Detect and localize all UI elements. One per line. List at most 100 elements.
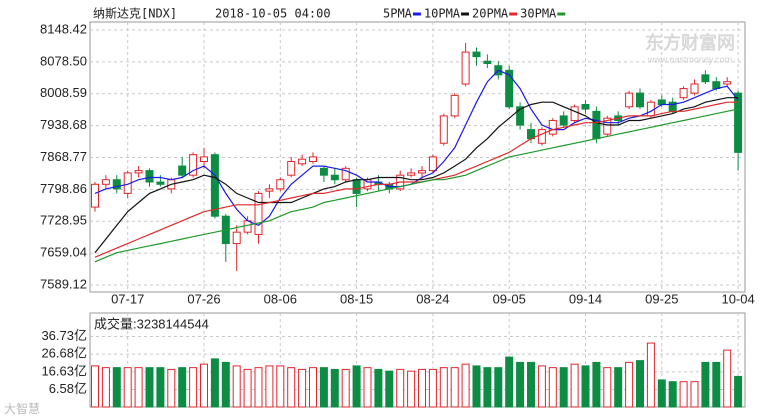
volume-bar	[548, 367, 557, 408]
y-tick-label: 8078.50	[40, 53, 87, 68]
candle-body	[265, 188, 274, 192]
x-tick-label: 07-26	[187, 291, 220, 306]
candle-body	[134, 170, 143, 174]
volume-bar	[559, 367, 568, 408]
candle-body	[319, 167, 328, 176]
y-tick-label: 7659.04	[40, 245, 87, 260]
candle-body	[232, 231, 241, 245]
candle-body	[516, 106, 525, 126]
volume-bar	[668, 381, 677, 408]
volume-bar	[232, 365, 241, 408]
candle-body	[407, 172, 416, 176]
volume-bar	[210, 358, 219, 408]
candle-body	[243, 220, 252, 233]
candle-body	[200, 156, 208, 162]
volume-bar	[472, 365, 481, 408]
candle-body	[352, 179, 361, 194]
candle-body	[636, 92, 644, 108]
volume-bar	[516, 361, 525, 408]
candle-body	[472, 51, 481, 58]
chart-subtitle: 2018-10-05 04:00	[215, 7, 331, 21]
volume-bar	[570, 363, 579, 408]
candle-body	[439, 115, 448, 144]
candle-body	[91, 183, 99, 208]
candle-body	[298, 158, 307, 165]
ma-line	[94, 69, 739, 226]
candle-body	[254, 192, 263, 235]
x-tick-label: 09-14	[569, 291, 602, 306]
ma-line	[94, 108, 739, 263]
x-tick-label: 10-04	[721, 291, 754, 306]
volume-bar	[341, 368, 350, 408]
volume-bar	[101, 367, 110, 408]
y-tick-label: 16.63亿	[41, 363, 87, 378]
volume-bar	[276, 365, 285, 408]
y-tick-label: 7589.12	[40, 276, 87, 291]
candle-body	[330, 174, 339, 181]
legend-label: 20PMA	[472, 7, 509, 21]
candle-body	[679, 88, 688, 99]
x-tick-label: 09-25	[645, 291, 678, 306]
candle-body	[341, 167, 350, 181]
volume-bar	[701, 361, 710, 408]
candle-body	[657, 99, 666, 106]
volume-bar	[167, 368, 176, 408]
volume-bar	[145, 367, 154, 408]
volume-bar	[309, 367, 317, 408]
volume-bar	[330, 368, 339, 408]
candle-body	[287, 160, 296, 176]
volume-bar	[396, 368, 405, 408]
candle-body	[145, 170, 154, 183]
candle-body	[461, 51, 470, 85]
x-tick-label: 08-24	[416, 291, 449, 306]
candle-body	[581, 104, 590, 110]
volume-bar	[287, 367, 296, 408]
x-tick-label: 09-05	[493, 291, 526, 306]
volume-frame	[89, 312, 746, 408]
candle-body	[309, 156, 317, 162]
volume-bar	[265, 365, 274, 408]
y-tick-label: 7938.68	[40, 117, 87, 132]
x-tick-label: 08-15	[340, 291, 373, 306]
volume-bar	[581, 365, 590, 408]
volume-bar	[614, 367, 623, 408]
chart-title: 纳斯达克[NDX]	[93, 7, 177, 21]
candle-body	[548, 119, 557, 135]
volume-bar	[483, 367, 492, 408]
legend-label: 5PMA	[383, 7, 413, 21]
volume-bar	[712, 361, 721, 408]
candle-body	[276, 179, 285, 190]
candle-body	[156, 181, 165, 185]
volume-bar	[723, 349, 732, 408]
volume-bar	[461, 363, 470, 408]
volume-bar	[690, 381, 699, 408]
legend-label: 10PMA	[424, 7, 461, 21]
y-tick-label: 7728.95	[40, 213, 87, 228]
volume-bar	[112, 367, 121, 408]
volume-bar	[439, 367, 448, 408]
y-tick-label: 6.58亿	[49, 381, 87, 396]
candle-body	[603, 117, 612, 135]
volume-bar	[298, 368, 307, 408]
volume-bar	[407, 370, 416, 408]
volume-bar	[418, 368, 426, 408]
legend-label: 30PMA	[520, 7, 557, 21]
volume-bar	[494, 367, 503, 408]
volume-bar	[592, 361, 601, 408]
volume-bar	[625, 361, 634, 408]
candle-body	[537, 129, 546, 144]
candle-body	[505, 69, 514, 108]
candle-body	[723, 81, 732, 85]
volume-bar	[505, 356, 514, 408]
candle-body	[418, 170, 426, 174]
volume-bar	[91, 365, 99, 408]
volume-bar	[679, 381, 688, 408]
volume-bar	[537, 365, 546, 408]
volume-bar	[156, 367, 165, 408]
volume-bar	[319, 367, 328, 408]
volume-bar	[254, 367, 263, 408]
volume-bar	[636, 360, 644, 408]
volume-bar	[657, 379, 666, 408]
candle-body	[450, 94, 459, 117]
